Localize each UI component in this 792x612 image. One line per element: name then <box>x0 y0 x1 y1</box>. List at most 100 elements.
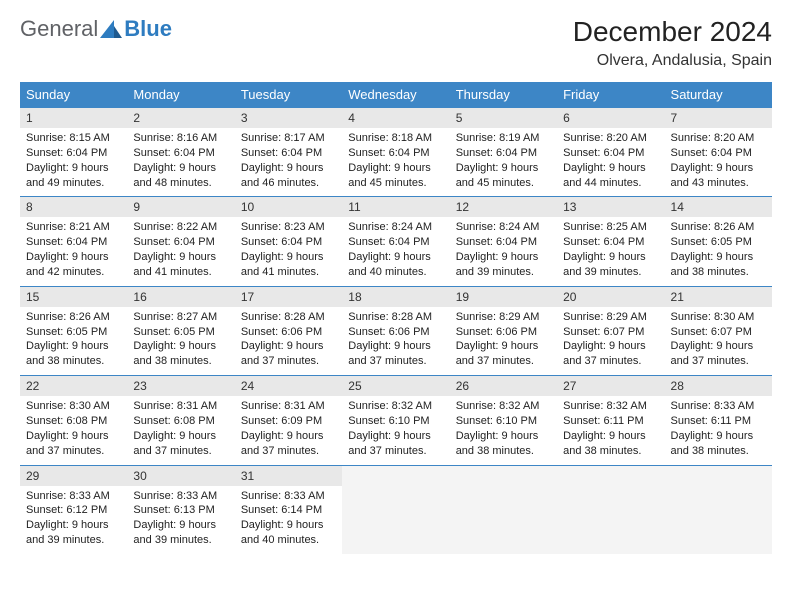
sunrise-line: Sunrise: 8:20 AM <box>563 131 658 146</box>
day-info: Sunrise: 8:33 AMSunset: 6:12 PMDaylight:… <box>20 486 127 554</box>
calendar-row: 22Sunrise: 8:30 AMSunset: 6:08 PMDayligh… <box>20 376 772 465</box>
daylight-line: Daylight: 9 hours and 38 minutes. <box>26 339 121 369</box>
calendar-cell <box>342 465 449 554</box>
calendar-cell: 29Sunrise: 8:33 AMSunset: 6:12 PMDayligh… <box>20 465 127 554</box>
calendar-cell: 14Sunrise: 8:26 AMSunset: 6:05 PMDayligh… <box>665 197 772 286</box>
sunrise-line: Sunrise: 8:32 AM <box>563 399 658 414</box>
daylight-line: Daylight: 9 hours and 45 minutes. <box>348 161 443 191</box>
daylight-line: Daylight: 9 hours and 38 minutes. <box>456 429 551 459</box>
sunrise-line: Sunrise: 8:33 AM <box>26 489 121 504</box>
daylight-line: Daylight: 9 hours and 38 minutes. <box>671 429 766 459</box>
day-info: Sunrise: 8:32 AMSunset: 6:11 PMDaylight:… <box>557 396 664 464</box>
day-info: Sunrise: 8:26 AMSunset: 6:05 PMDaylight:… <box>665 217 772 285</box>
calendar-cell: 20Sunrise: 8:29 AMSunset: 6:07 PMDayligh… <box>557 286 664 375</box>
calendar-cell: 21Sunrise: 8:30 AMSunset: 6:07 PMDayligh… <box>665 286 772 375</box>
day-number: 29 <box>20 466 127 486</box>
day-number: 21 <box>665 287 772 307</box>
sunset-line: Sunset: 6:04 PM <box>671 146 766 161</box>
logo-text-general: General <box>20 16 98 42</box>
sunset-line: Sunset: 6:14 PM <box>241 503 336 518</box>
daylight-line: Daylight: 9 hours and 37 minutes. <box>133 429 228 459</box>
day-info: Sunrise: 8:32 AMSunset: 6:10 PMDaylight:… <box>342 396 449 464</box>
day-info: Sunrise: 8:25 AMSunset: 6:04 PMDaylight:… <box>557 217 664 285</box>
day-number: 12 <box>450 197 557 217</box>
daylight-line: Daylight: 9 hours and 39 minutes. <box>133 518 228 548</box>
sunrise-line: Sunrise: 8:33 AM <box>133 489 228 504</box>
sunset-line: Sunset: 6:04 PM <box>348 235 443 250</box>
calendar-row: 15Sunrise: 8:26 AMSunset: 6:05 PMDayligh… <box>20 286 772 375</box>
day-number: 7 <box>665 108 772 128</box>
day-info: Sunrise: 8:18 AMSunset: 6:04 PMDaylight:… <box>342 128 449 196</box>
day-number: 27 <box>557 376 664 396</box>
sunrise-line: Sunrise: 8:19 AM <box>456 131 551 146</box>
sunrise-line: Sunrise: 8:18 AM <box>348 131 443 146</box>
logo-text-blue: Blue <box>124 16 172 42</box>
sunrise-line: Sunrise: 8:33 AM <box>241 489 336 504</box>
day-info: Sunrise: 8:33 AMSunset: 6:14 PMDaylight:… <box>235 486 342 554</box>
calendar-cell: 18Sunrise: 8:28 AMSunset: 6:06 PMDayligh… <box>342 286 449 375</box>
sunrise-line: Sunrise: 8:26 AM <box>671 220 766 235</box>
sunset-line: Sunset: 6:10 PM <box>456 414 551 429</box>
weekday-header: Thursday <box>450 82 557 108</box>
day-info: Sunrise: 8:24 AMSunset: 6:04 PMDaylight:… <box>450 217 557 285</box>
calendar-row: 1Sunrise: 8:15 AMSunset: 6:04 PMDaylight… <box>20 108 772 197</box>
sunset-line: Sunset: 6:04 PM <box>456 235 551 250</box>
logo-triangle-icon <box>100 20 122 38</box>
daylight-line: Daylight: 9 hours and 37 minutes. <box>348 429 443 459</box>
logo: General Blue <box>20 16 172 42</box>
daylight-line: Daylight: 9 hours and 37 minutes. <box>348 339 443 369</box>
calendar-cell: 8Sunrise: 8:21 AMSunset: 6:04 PMDaylight… <box>20 197 127 286</box>
sunrise-line: Sunrise: 8:28 AM <box>348 310 443 325</box>
daylight-line: Daylight: 9 hours and 38 minutes. <box>671 250 766 280</box>
sunrise-line: Sunrise: 8:24 AM <box>456 220 551 235</box>
calendar-cell: 10Sunrise: 8:23 AMSunset: 6:04 PMDayligh… <box>235 197 342 286</box>
sunrise-line: Sunrise: 8:27 AM <box>133 310 228 325</box>
day-number: 19 <box>450 287 557 307</box>
day-info: Sunrise: 8:29 AMSunset: 6:07 PMDaylight:… <box>557 307 664 375</box>
calendar-cell: 26Sunrise: 8:32 AMSunset: 6:10 PMDayligh… <box>450 376 557 465</box>
sunset-line: Sunset: 6:05 PM <box>671 235 766 250</box>
title-block: December 2024 Olvera, Andalusia, Spain <box>573 16 772 70</box>
weekday-header: Monday <box>127 82 234 108</box>
calendar-body: 1Sunrise: 8:15 AMSunset: 6:04 PMDaylight… <box>20 108 772 554</box>
day-info: Sunrise: 8:19 AMSunset: 6:04 PMDaylight:… <box>450 128 557 196</box>
day-number: 18 <box>342 287 449 307</box>
sunset-line: Sunset: 6:04 PM <box>26 235 121 250</box>
day-info: Sunrise: 8:22 AMSunset: 6:04 PMDaylight:… <box>127 217 234 285</box>
calendar-cell <box>557 465 664 554</box>
weekday-header: Sunday <box>20 82 127 108</box>
day-number: 13 <box>557 197 664 217</box>
calendar-cell: 4Sunrise: 8:18 AMSunset: 6:04 PMDaylight… <box>342 108 449 197</box>
calendar-cell: 31Sunrise: 8:33 AMSunset: 6:14 PMDayligh… <box>235 465 342 554</box>
calendar-cell: 22Sunrise: 8:30 AMSunset: 6:08 PMDayligh… <box>20 376 127 465</box>
sunset-line: Sunset: 6:07 PM <box>563 325 658 340</box>
calendar-cell: 17Sunrise: 8:28 AMSunset: 6:06 PMDayligh… <box>235 286 342 375</box>
day-info: Sunrise: 8:30 AMSunset: 6:07 PMDaylight:… <box>665 307 772 375</box>
calendar-cell: 11Sunrise: 8:24 AMSunset: 6:04 PMDayligh… <box>342 197 449 286</box>
day-number: 16 <box>127 287 234 307</box>
day-info: Sunrise: 8:32 AMSunset: 6:10 PMDaylight:… <box>450 396 557 464</box>
calendar-cell: 12Sunrise: 8:24 AMSunset: 6:04 PMDayligh… <box>450 197 557 286</box>
day-info: Sunrise: 8:31 AMSunset: 6:08 PMDaylight:… <box>127 396 234 464</box>
day-number: 17 <box>235 287 342 307</box>
daylight-line: Daylight: 9 hours and 37 minutes. <box>241 429 336 459</box>
sunset-line: Sunset: 6:05 PM <box>133 325 228 340</box>
day-info: Sunrise: 8:33 AMSunset: 6:13 PMDaylight:… <box>127 486 234 554</box>
day-number: 11 <box>342 197 449 217</box>
sunset-line: Sunset: 6:04 PM <box>348 146 443 161</box>
day-info: Sunrise: 8:33 AMSunset: 6:11 PMDaylight:… <box>665 396 772 464</box>
sunrise-line: Sunrise: 8:23 AM <box>241 220 336 235</box>
daylight-line: Daylight: 9 hours and 37 minutes. <box>241 339 336 369</box>
sunrise-line: Sunrise: 8:30 AM <box>671 310 766 325</box>
calendar-cell: 28Sunrise: 8:33 AMSunset: 6:11 PMDayligh… <box>665 376 772 465</box>
sunset-line: Sunset: 6:11 PM <box>563 414 658 429</box>
sunset-line: Sunset: 6:09 PM <box>241 414 336 429</box>
day-number: 30 <box>127 466 234 486</box>
day-info: Sunrise: 8:27 AMSunset: 6:05 PMDaylight:… <box>127 307 234 375</box>
daylight-line: Daylight: 9 hours and 44 minutes. <box>563 161 658 191</box>
daylight-line: Daylight: 9 hours and 39 minutes. <box>456 250 551 280</box>
sunset-line: Sunset: 6:06 PM <box>456 325 551 340</box>
day-number: 2 <box>127 108 234 128</box>
calendar-cell: 13Sunrise: 8:25 AMSunset: 6:04 PMDayligh… <box>557 197 664 286</box>
sunset-line: Sunset: 6:11 PM <box>671 414 766 429</box>
